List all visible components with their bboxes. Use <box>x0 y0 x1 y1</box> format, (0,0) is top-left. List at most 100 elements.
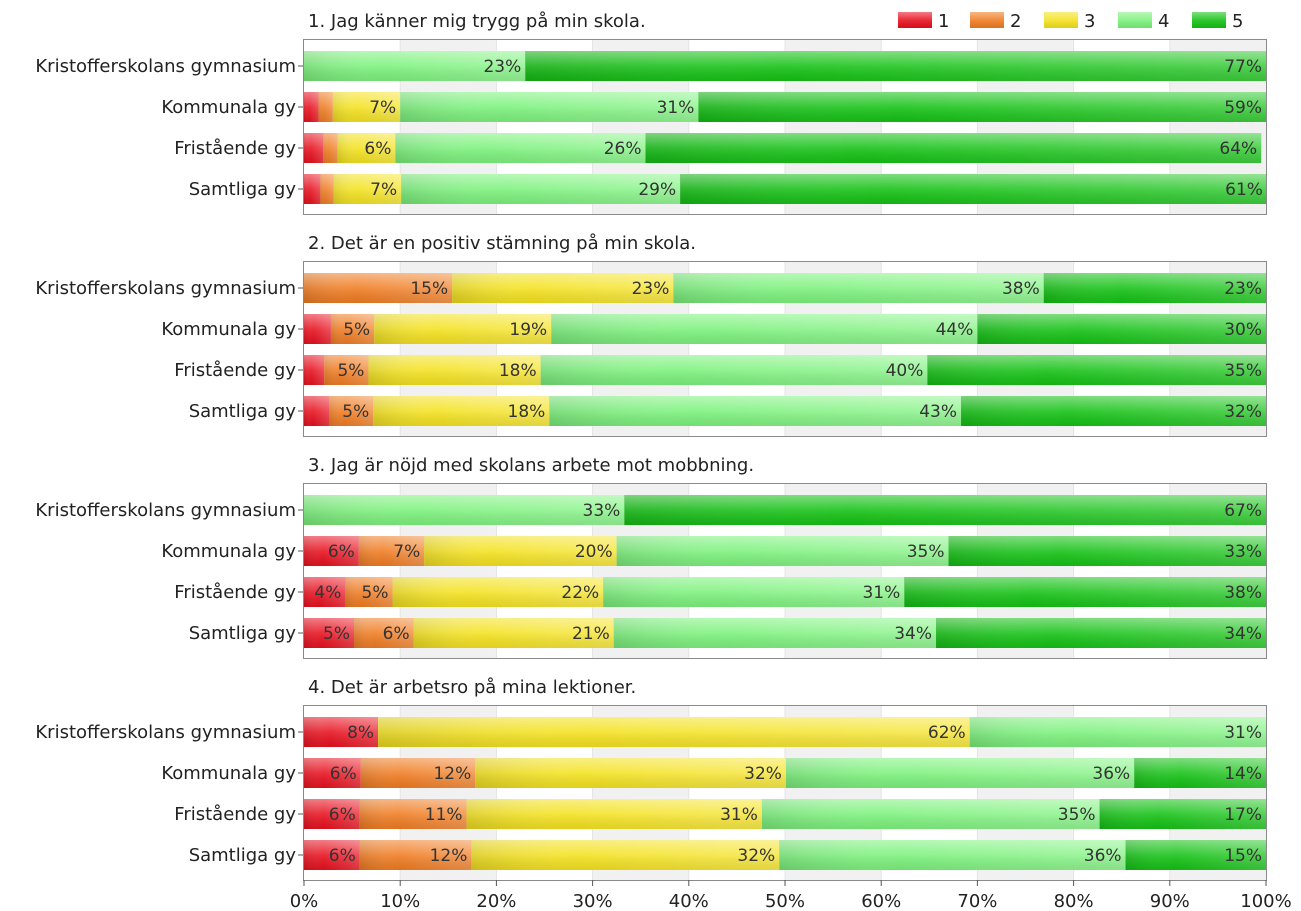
panel-title: 4. Det är arbetsro på mina lektioner. <box>308 677 636 698</box>
data-label: 21% <box>572 624 610 644</box>
x-tick-label: 80% <box>1054 891 1094 911</box>
legend-swatch-gloss <box>898 12 932 28</box>
data-label: 18% <box>499 361 537 381</box>
bar-segment-gloss <box>332 92 401 122</box>
bar-segment-gloss <box>673 273 1044 303</box>
data-label: 31% <box>1224 723 1262 743</box>
data-label: 6% <box>330 764 357 784</box>
bar-segment-gloss <box>613 618 937 648</box>
legend-swatch-gloss <box>1118 12 1152 28</box>
bar-segment-gloss <box>452 273 674 303</box>
bar-segment-gloss <box>525 51 1266 81</box>
data-label: 6% <box>328 542 355 562</box>
category-label: Fristående gy <box>174 582 296 603</box>
bar-segment-gloss <box>466 799 762 829</box>
data-label: 31% <box>657 98 695 118</box>
data-label: 4% <box>314 583 341 603</box>
bar-segment-gloss <box>304 51 526 81</box>
bar-segment-gloss <box>603 577 905 607</box>
data-label: 43% <box>919 402 957 422</box>
bar-segment-gloss <box>304 273 453 303</box>
bar-segment-gloss <box>400 92 699 122</box>
bar-segment-gloss <box>1043 273 1266 303</box>
category-label: Samtliga gy <box>189 845 297 866</box>
bar-segment-gloss <box>475 758 786 788</box>
data-label: 35% <box>1224 361 1262 381</box>
panel-1: 1. Jag känner mig trygg på min skola. Kri… <box>35 11 1267 215</box>
bar-segment-gloss <box>318 92 333 122</box>
data-label: 64% <box>1219 139 1257 159</box>
bar-segment-gloss <box>358 536 425 566</box>
panel-3: 3. Jag är nöjd med skolans arbete mot mo… <box>35 455 1267 659</box>
data-label: 8% <box>347 723 374 743</box>
bar-segment-gloss <box>698 92 1266 122</box>
bar-segment-gloss <box>304 92 319 122</box>
category-label: Samtliga gy <box>189 623 297 644</box>
panel-title: 1. Jag känner mig trygg på min skola. <box>308 11 646 32</box>
category-label: Fristående gy <box>174 804 296 825</box>
data-label: 5% <box>362 583 389 603</box>
bar-segment-gloss <box>785 758 1135 788</box>
bar-segment-gloss <box>345 577 393 607</box>
bar-segment-gloss <box>378 717 970 747</box>
data-label: 26% <box>604 139 642 159</box>
bar-segment-gloss <box>304 314 331 344</box>
bar-segment-gloss <box>304 799 360 829</box>
data-label: 38% <box>1002 279 1040 299</box>
legend-label-5: 5 <box>1232 11 1243 32</box>
bar-segment-gloss <box>333 174 402 204</box>
x-tick-label: 0% <box>290 891 319 911</box>
bar-segment-gloss <box>320 174 334 204</box>
bar-segment-gloss <box>304 577 346 607</box>
bar-segment-gloss <box>401 174 681 204</box>
data-label: 12% <box>430 846 468 866</box>
data-label: 32% <box>737 846 775 866</box>
data-label: 40% <box>886 361 924 381</box>
data-label: 31% <box>862 583 900 603</box>
x-tick-label: 60% <box>861 891 901 911</box>
data-label: 5% <box>342 402 369 422</box>
bar-segment-gloss <box>304 758 361 788</box>
x-tick-label: 50% <box>765 891 805 911</box>
bar-segment-gloss <box>761 799 1100 829</box>
bar-segment-gloss <box>1099 799 1266 829</box>
data-label: 6% <box>364 139 391 159</box>
bar-segment-gloss <box>304 355 325 385</box>
data-label: 34% <box>1224 624 1262 644</box>
data-label: 19% <box>509 320 547 340</box>
bar-segment-gloss <box>304 536 359 566</box>
category-label: Samtliga gy <box>189 401 297 422</box>
category-label: Fristående gy <box>174 138 296 159</box>
x-tick-label: 10% <box>380 891 420 911</box>
data-label: 32% <box>744 764 782 784</box>
x-tick-label: 90% <box>1150 891 1190 911</box>
data-label: 5% <box>323 624 350 644</box>
bar-segment-gloss <box>354 618 414 648</box>
bar-segment-gloss <box>1125 840 1266 870</box>
category-label: Kristofferskolans gymnasium <box>35 500 296 521</box>
bar-segment-gloss <box>373 396 550 426</box>
bar-segment-gloss <box>471 840 780 870</box>
data-label: 15% <box>410 279 448 299</box>
bar-segment-gloss <box>304 618 355 648</box>
bar-segment-gloss <box>368 355 541 385</box>
data-label: 32% <box>1224 402 1262 422</box>
bar-segment-gloss <box>680 174 1267 204</box>
bar-segment-gloss <box>413 618 614 648</box>
data-label: 33% <box>1224 542 1262 562</box>
x-tick-label: 20% <box>476 891 516 911</box>
category-label: Kristofferskolans gymnasium <box>35 722 296 743</box>
legend-label-3: 3 <box>1084 11 1095 32</box>
data-label: 7% <box>393 542 420 562</box>
bar-segment-gloss <box>337 133 396 163</box>
bar-segment-gloss <box>551 314 978 344</box>
data-label: 36% <box>1092 764 1130 784</box>
chart-panels: 1. Jag känner mig trygg på min skola. Kri… <box>35 11 1267 881</box>
x-tick-label: 100% <box>1240 891 1291 911</box>
data-label: 35% <box>907 542 945 562</box>
data-label: 5% <box>337 361 364 381</box>
data-label: 6% <box>329 805 356 825</box>
legend-label-1: 1 <box>938 11 949 32</box>
x-axis: 0% 10% 20% 30% 40% 50% 60% 70% 80% 90% 100% <box>290 880 1292 911</box>
